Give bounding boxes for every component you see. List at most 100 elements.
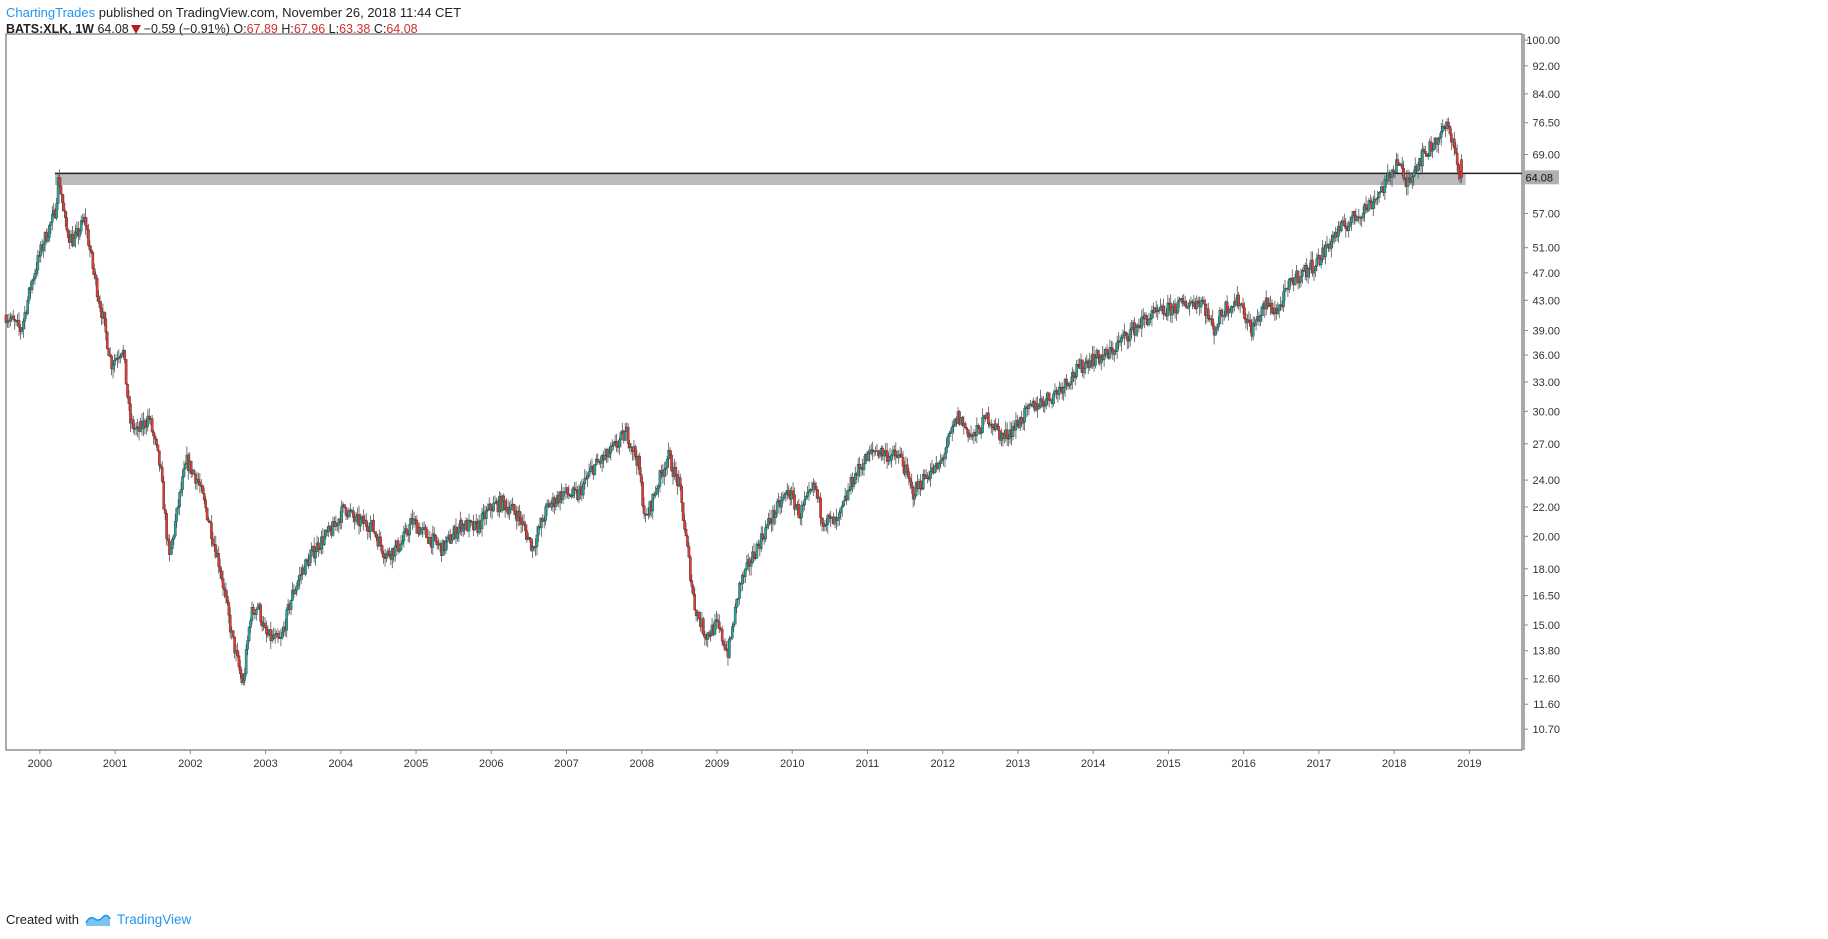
candle-body-down bbox=[1442, 126, 1446, 128]
candle bbox=[793, 487, 796, 516]
candle-body-down bbox=[263, 623, 267, 628]
candle-body-down bbox=[227, 602, 231, 616]
candle-body-up bbox=[1195, 301, 1199, 310]
candle-body-up bbox=[1301, 270, 1304, 277]
price-tick-label: 24.00 bbox=[1532, 475, 1560, 487]
candle-body-down bbox=[1448, 126, 1452, 134]
candle bbox=[720, 625, 724, 646]
candle-body-up bbox=[36, 255, 40, 271]
candle bbox=[58, 169, 61, 188]
symbol-label[interactable]: BATS:XLK, 1W bbox=[6, 22, 94, 36]
candle-body-down bbox=[123, 349, 126, 360]
candle-body-down bbox=[97, 296, 100, 302]
candle bbox=[1259, 314, 1262, 327]
candle bbox=[431, 525, 435, 556]
candle-body-up bbox=[979, 432, 983, 435]
candle-body-up bbox=[728, 638, 731, 658]
candle-body-up bbox=[244, 649, 248, 674]
candle-body-down bbox=[202, 493, 206, 501]
candle bbox=[1270, 299, 1274, 315]
candle-body-up bbox=[950, 426, 954, 433]
candle-body-down bbox=[1454, 147, 1458, 154]
candle-body-up bbox=[1147, 318, 1151, 325]
candle-body-up bbox=[1251, 322, 1255, 337]
candle bbox=[948, 430, 951, 445]
candle-body-up bbox=[1412, 171, 1416, 178]
candle-body-down bbox=[388, 550, 391, 556]
candle-body-up bbox=[331, 521, 335, 536]
candle-body-down bbox=[192, 470, 196, 475]
candle-body-up bbox=[1259, 315, 1262, 322]
last-price-marker: 64.08 bbox=[1525, 170, 1559, 185]
candle bbox=[1437, 137, 1440, 154]
candle bbox=[522, 513, 526, 526]
candle bbox=[987, 406, 990, 428]
candle-body-up bbox=[308, 555, 312, 567]
candle-body-down bbox=[228, 614, 232, 633]
publish-line: ChartingTrades published on TradingView.… bbox=[6, 4, 461, 21]
candle-body-down bbox=[126, 383, 129, 398]
candle-body-up bbox=[178, 492, 181, 507]
candle bbox=[1367, 198, 1371, 213]
candle-body-up bbox=[534, 546, 537, 549]
author-link[interactable]: ChartingTrades bbox=[6, 5, 96, 20]
candle bbox=[979, 426, 983, 439]
candle bbox=[263, 617, 267, 629]
candle bbox=[609, 442, 613, 461]
candle-body-up bbox=[445, 536, 449, 542]
candle-body-up bbox=[402, 531, 406, 542]
candle bbox=[204, 496, 207, 513]
candle-body-down bbox=[220, 571, 223, 579]
candle bbox=[1288, 278, 1291, 293]
candle-body-up bbox=[535, 534, 539, 547]
candle-body-down bbox=[573, 487, 576, 490]
candle-body-down bbox=[1016, 420, 1019, 425]
candle-body-up bbox=[654, 493, 657, 496]
candle bbox=[764, 520, 767, 543]
price-tick-label: 39.00 bbox=[1532, 325, 1560, 337]
candle bbox=[1246, 314, 1249, 331]
candle bbox=[1166, 294, 1170, 322]
price-tick-label: 51.00 bbox=[1532, 243, 1560, 255]
candle-body-up bbox=[1377, 191, 1381, 198]
candle-body-down bbox=[373, 531, 377, 535]
high-label: H: bbox=[281, 22, 294, 36]
close-value: 64.08 bbox=[386, 22, 418, 36]
candle-body-down bbox=[11, 315, 15, 320]
candle-body-down bbox=[680, 486, 683, 503]
candle-body-up bbox=[309, 550, 313, 557]
candle bbox=[110, 353, 113, 376]
candle-body-down bbox=[197, 478, 200, 483]
candle bbox=[690, 574, 694, 594]
candle bbox=[803, 491, 806, 511]
candle-body-down bbox=[987, 412, 990, 425]
price-tick-label: 12.60 bbox=[1532, 674, 1560, 686]
candle-body-down bbox=[907, 471, 911, 479]
candle bbox=[842, 500, 846, 507]
price-axis[interactable]: 100.00 92.00 84.00 76.50 69.00 57.00 51.00 47.0… bbox=[1524, 35, 1560, 736]
candle-body-down bbox=[963, 423, 967, 428]
candle-body-down bbox=[1211, 318, 1214, 327]
price-tick-label: 92.00 bbox=[1532, 61, 1560, 73]
candle-body-up bbox=[765, 524, 769, 528]
time-tick-label: 2017 bbox=[1307, 758, 1331, 770]
candle-body-up bbox=[1312, 270, 1316, 274]
candle-body-down bbox=[1124, 331, 1128, 334]
candle bbox=[231, 630, 235, 640]
candle bbox=[862, 455, 866, 477]
footer: Created with TradingView bbox=[6, 912, 191, 927]
candle-body-up bbox=[175, 507, 179, 522]
time-tick-label: 2007 bbox=[554, 758, 578, 770]
candle bbox=[155, 437, 158, 448]
candle-body-down bbox=[793, 494, 796, 510]
candle bbox=[1340, 219, 1343, 233]
time-axis[interactable]: 2000 2001 2002 2003 2004 2005 2006 2007 2008 2009… bbox=[6, 749, 1522, 770]
candle bbox=[236, 642, 239, 658]
candle-body-down bbox=[208, 521, 212, 523]
tradingview-brand-link[interactable]: TradingView bbox=[116, 912, 192, 927]
candle bbox=[304, 558, 307, 577]
candle-body-up bbox=[56, 177, 60, 204]
candle-body-up bbox=[1348, 222, 1352, 227]
candle-body-up bbox=[619, 432, 623, 441]
